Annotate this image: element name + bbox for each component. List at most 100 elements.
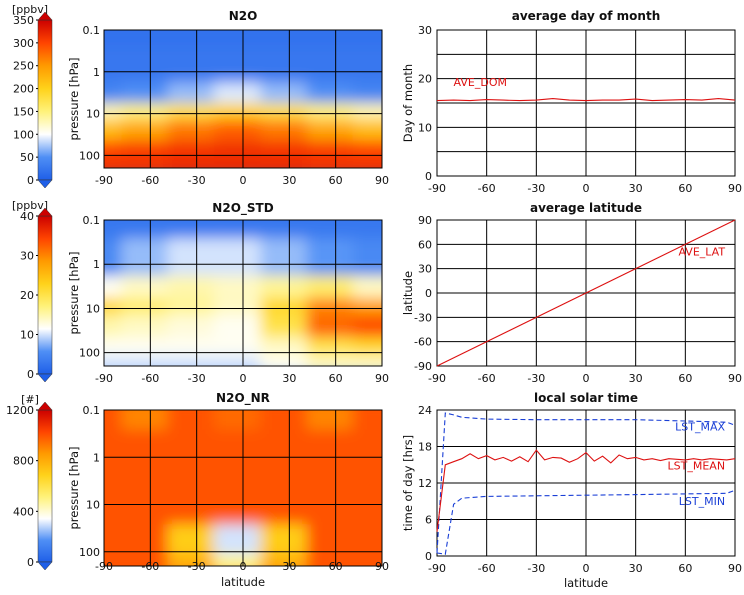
colorbar-min-arrow: [37, 373, 53, 383]
x-tick-label: 90: [728, 372, 742, 385]
x-tick-label: 0: [240, 174, 247, 187]
x-tick-label: 90: [375, 372, 389, 385]
panel-title: N2O_NR: [216, 391, 270, 406]
y-tick-label: 20: [418, 73, 432, 86]
colorbar-tick-label: 350: [13, 14, 34, 27]
colorbar-tick-label: 250: [13, 60, 34, 73]
colorbar-tick-label: 200: [13, 83, 34, 96]
colorbar-min-arrow: [37, 179, 53, 189]
heatmap-panel-1: -90 -60 -30 0 30 60 90 0.1 1 10 100 N2O pressure [hP…: [67, 9, 389, 187]
x-tick-label: -30: [188, 174, 206, 187]
y-tick-label: 100: [79, 347, 100, 360]
panel-title: average day of month: [512, 9, 661, 23]
x-tick-label: -90: [95, 372, 113, 385]
panel-title: N2O: [229, 9, 258, 23]
colorbar-3: [#] 0 400 800 1200: [6, 393, 53, 571]
series-label: AVE_DOM: [454, 76, 507, 89]
line-panel-1: -90 -60 -30 0 30 60 90 0 10 20 30 AVE_DOM average da…: [401, 9, 742, 195]
panel-title: average latitude: [530, 201, 642, 215]
plot-frame: [436, 219, 736, 367]
y-axis-label: time of day [hrs]: [401, 435, 415, 531]
x-tick-label: 90: [728, 562, 742, 575]
colorbar-tick-label: 0: [27, 368, 34, 381]
colorbar-tick-label: 40: [20, 210, 34, 223]
colorbar-min-arrow: [37, 561, 53, 571]
x-tick-label: 90: [375, 174, 389, 187]
x-tick-label: 60: [329, 174, 343, 187]
x-tick-label: 60: [678, 372, 692, 385]
plot-frame: [103, 29, 383, 169]
y-tick-label: 100: [79, 546, 100, 559]
series-line-lst-mean: [436, 449, 736, 532]
x-tick-label: 90: [728, 182, 742, 195]
colorbar-bar: [37, 409, 53, 563]
x-tick-label: 30: [629, 562, 643, 575]
y-tick-label: 0.1: [83, 214, 101, 227]
heatmap-panel-2: -90 -60 -30 0 30 60 90 0.1 1 10 100 N2O_STD pressure…: [67, 201, 389, 385]
heatmap-panel-3: -90 -60 -30 0 30 60 900.1110100N2O_NRpressure …: [67, 391, 389, 589]
colorbar-unit: [#]: [21, 393, 39, 406]
x-tick-label: 60: [329, 372, 343, 385]
colorbar-max-arrow: [37, 401, 53, 411]
x-tick-label: 30: [629, 182, 643, 195]
line-grid: [436, 29, 736, 177]
y-tick-label: 1: [93, 66, 100, 79]
x-tick-label: -90: [95, 174, 113, 187]
y-axis-label: pressure [hPa]: [67, 446, 81, 529]
panel-title: N2O_STD: [212, 201, 273, 216]
x-tick-label: 0: [583, 372, 590, 385]
y-tick-label: 0.1: [83, 404, 101, 417]
x-tick-label: -90: [428, 562, 446, 575]
y-axis-label: pressure [hPa]: [67, 251, 81, 334]
y-tick-label: 0: [425, 287, 432, 300]
x-tick-label: -90: [428, 182, 446, 195]
colorbar-tick-label: 0: [27, 556, 34, 569]
colorbar-tick-label: 30: [20, 250, 34, 263]
plot-frame: [103, 219, 383, 367]
colorbar-1: [ppbv] 0 50 100 150 200 250 300 350: [12, 3, 53, 189]
y-tick-label: 10: [86, 499, 100, 512]
x-tick-label: -60: [141, 372, 159, 385]
y-tick-label: 10: [86, 108, 100, 121]
heatmap-cell: [352, 554, 382, 566]
x-tick-label: -90: [428, 372, 446, 385]
x-tick-label: 0: [583, 182, 590, 195]
heatmap-cell: [352, 157, 382, 168]
colorbar-tick-label: 0: [27, 174, 34, 187]
x-tick-label: -60: [478, 372, 496, 385]
y-tick-label: 1: [93, 451, 100, 464]
colorbar-tick-label: 10: [20, 329, 34, 342]
y-axis-label: pressure [hPa]: [67, 57, 81, 140]
y-tick-label: -60: [414, 336, 432, 349]
x-axis-label: latitude: [564, 576, 608, 590]
y-tick-label: 12: [418, 477, 432, 490]
colorbar-unit: [ppbv]: [12, 199, 48, 212]
y-tick-label: 0.1: [83, 24, 101, 37]
x-tick-label: 30: [629, 372, 643, 385]
plot-frame: [436, 29, 736, 177]
x-tick-label: 60: [678, 182, 692, 195]
y-axis-label: Day of month: [401, 64, 415, 142]
x-tick-label: -60: [141, 174, 159, 187]
y-tick-label: 90: [418, 214, 432, 227]
colorbar-tick-label: 100: [13, 128, 34, 141]
series-line-lst-min: [436, 489, 736, 555]
heatmap-cell: [104, 157, 134, 168]
y-tick-label: 10: [86, 302, 100, 315]
colorbar-bar: [37, 215, 53, 375]
colorbar-unit: [ppbv]: [12, 3, 48, 16]
series-label: LST_MEAN: [668, 460, 726, 473]
heatmap-cell: [104, 554, 134, 566]
x-tick-label: 30: [282, 174, 296, 187]
colorbar-tick-label: 400: [13, 505, 34, 518]
x-tick-label: -60: [478, 182, 496, 195]
y-tick-label: -30: [414, 311, 432, 324]
colorbar-max-arrow: [37, 11, 53, 21]
y-tick-label: 100: [79, 149, 100, 162]
colorbar-tick-label: 150: [13, 105, 34, 118]
heatmap-cell: [104, 355, 134, 366]
heatmap-cell: [352, 355, 382, 366]
x-tick-label: -60: [478, 562, 496, 575]
y-tick-label: 10: [418, 121, 432, 134]
x-tick-label: 60: [678, 562, 692, 575]
